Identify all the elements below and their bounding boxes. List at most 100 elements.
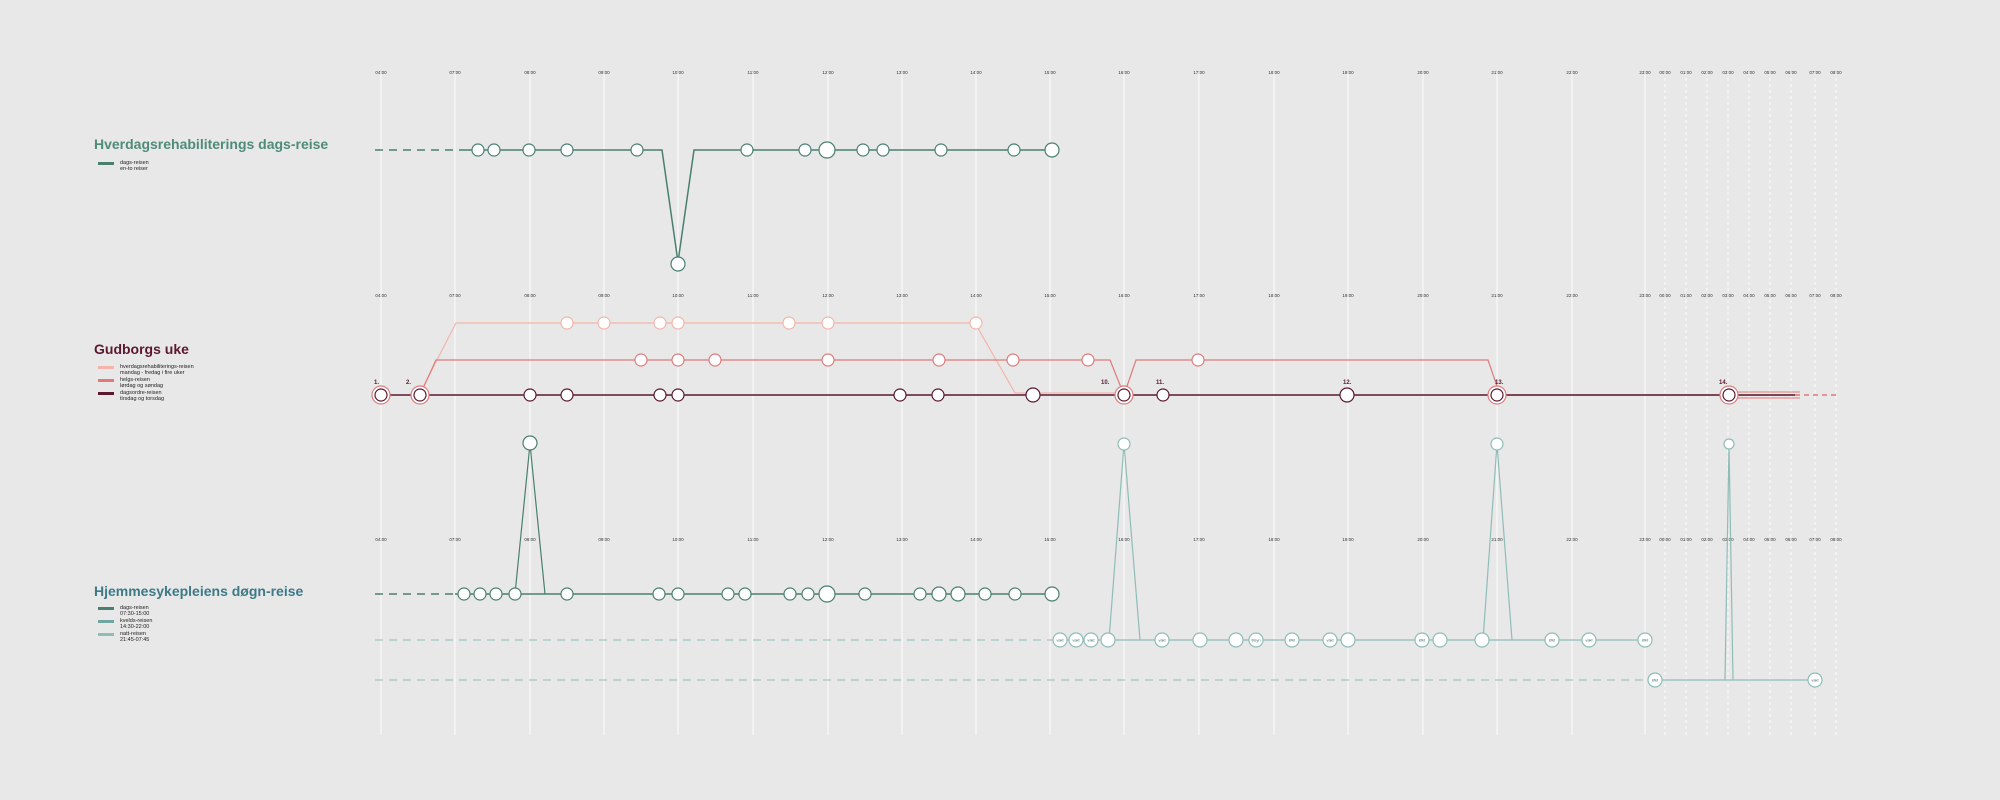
journey-node: [1068, 632, 1084, 648]
time-label: 02:00: [1701, 537, 1713, 542]
hverdags-legend-item: dags-reisen en-to reiser: [98, 160, 149, 172]
journey-node-inner: [413, 388, 427, 402]
time-label: 18:00: [1268, 537, 1280, 542]
legend-swatch: [98, 633, 114, 636]
journey-node: [560, 143, 574, 157]
time-label: 17:00: [1193, 293, 1205, 298]
journey-node: [560, 316, 574, 330]
journey-node: [978, 587, 992, 601]
journey-node: [1156, 388, 1170, 402]
journey-node: [489, 587, 503, 601]
journey-node: [1322, 632, 1338, 648]
time-label: 02:00: [1701, 293, 1713, 298]
journey-node: [487, 143, 501, 157]
time-label: 10:00: [672, 537, 684, 542]
gudborg-nodes-mid: [634, 353, 1205, 367]
journey-node: [1723, 438, 1735, 450]
node-number: 14.: [1719, 380, 1728, 386]
node-number: 10.: [1101, 380, 1110, 386]
time-label: 04:00: [375, 293, 387, 298]
hjemmesyke-legend-item-2: kvelds-reisen 14:30-22:00: [98, 618, 152, 630]
time-label: 11:00: [748, 293, 759, 298]
journey-node: [630, 143, 644, 157]
gudborg-legend-item-1: hverdagsrehabiliterings-reisen mandag - f…: [98, 364, 194, 376]
legend-text: dagsordre-reisen tirsdag og torsdag: [120, 390, 164, 402]
journey-node: [670, 256, 686, 272]
journey-node: [1414, 632, 1430, 648]
journey-node: [1008, 587, 1022, 601]
time-label: 10:00: [672, 70, 684, 75]
journey-node: [1490, 437, 1504, 451]
journey-node: [950, 586, 966, 602]
connector-evening: [1108, 443, 1141, 641]
circle-label: vakt: [1158, 638, 1166, 643]
time-label: 13:00: [896, 293, 908, 298]
circle-label: tilsyn: [1251, 638, 1260, 643]
time-label: 08:00: [1830, 293, 1842, 298]
time-label: 13:00: [896, 70, 908, 75]
legend-sublabel: 07:30-15:00: [120, 611, 150, 617]
journey-node: [671, 316, 685, 330]
time-label: 00:00: [1659, 70, 1671, 75]
time-label: 16:00: [1118, 293, 1130, 298]
time-label: 14:00: [970, 293, 982, 298]
day-nodes: [457, 585, 1060, 603]
journey-node: [931, 388, 945, 402]
time-label: 05:00: [1764, 70, 1776, 75]
journey-node: [471, 143, 485, 157]
circle-label: vakt: [1326, 638, 1334, 643]
time-label: 13:00: [896, 537, 908, 542]
time-label: 07:00: [449, 293, 461, 298]
time-label: 06:00: [1785, 70, 1797, 75]
journey-node: [1432, 632, 1448, 648]
journey-node: [671, 353, 685, 367]
time-label: 22:00: [1566, 537, 1578, 542]
time-label: 08:00: [1830, 537, 1842, 542]
time-label: 19:00: [1342, 293, 1354, 298]
journey-node: [876, 143, 890, 157]
journey-node: [1340, 632, 1356, 648]
legend-label: kvelds-reisen: [120, 618, 153, 624]
legend-sublabel: en-to reiser: [120, 166, 148, 172]
journey-node: [821, 316, 835, 330]
journey-node: [1044, 586, 1060, 602]
legend-label: hverdagsrehabiliterings-reisen: [120, 364, 194, 370]
legend-sublabel: 21:45-07:45: [120, 637, 150, 643]
time-label: 00:00: [1659, 293, 1671, 298]
circle-label: Økt: [1642, 638, 1649, 643]
journey-node: [671, 587, 685, 601]
hjemmesyke-title: Hjemmesykepleiens døgn-reise: [94, 583, 304, 599]
journey-node: [1044, 142, 1060, 158]
journey-node: [1100, 632, 1116, 648]
time-label: 02:00: [1701, 70, 1713, 75]
journey-node: [1647, 672, 1663, 688]
time-label: 07:00: [449, 537, 461, 542]
journey-node: [1154, 632, 1170, 648]
circle-label: vakt: [1811, 678, 1819, 683]
time-label: 21:00: [1491, 293, 1503, 298]
journey-node-inner: [374, 388, 388, 402]
node-number: 2.: [406, 380, 411, 386]
hverdags-title: Hverdagsrehabiliterings dags-reise: [94, 136, 329, 152]
time-label: 12:00: [822, 537, 834, 542]
node-number: 12.: [1343, 380, 1352, 386]
legend-label: dags-reisen: [120, 605, 149, 611]
journey-node: [931, 586, 947, 602]
time-label: 01:00: [1680, 293, 1692, 298]
gudborg-legend-item-2: helgs-reisen lørdag og søndag: [98, 377, 163, 389]
journey-node: [652, 587, 666, 601]
time-label: 10:00: [672, 293, 684, 298]
journey-node: [1007, 143, 1021, 157]
time-label: 17:00: [1193, 537, 1205, 542]
journey-node-inner: [1722, 388, 1736, 402]
time-label: 01:00: [1680, 537, 1692, 542]
journey-node: [783, 587, 797, 601]
journey-node: [634, 353, 648, 367]
journey-node: [457, 587, 471, 601]
legend-text: natt-reisen 21:45-07:45: [120, 631, 149, 643]
circle-label: vakt: [1072, 638, 1080, 643]
time-label: 11:00: [748, 537, 759, 542]
legend-swatch: [98, 620, 114, 623]
journey-node: [738, 587, 752, 601]
